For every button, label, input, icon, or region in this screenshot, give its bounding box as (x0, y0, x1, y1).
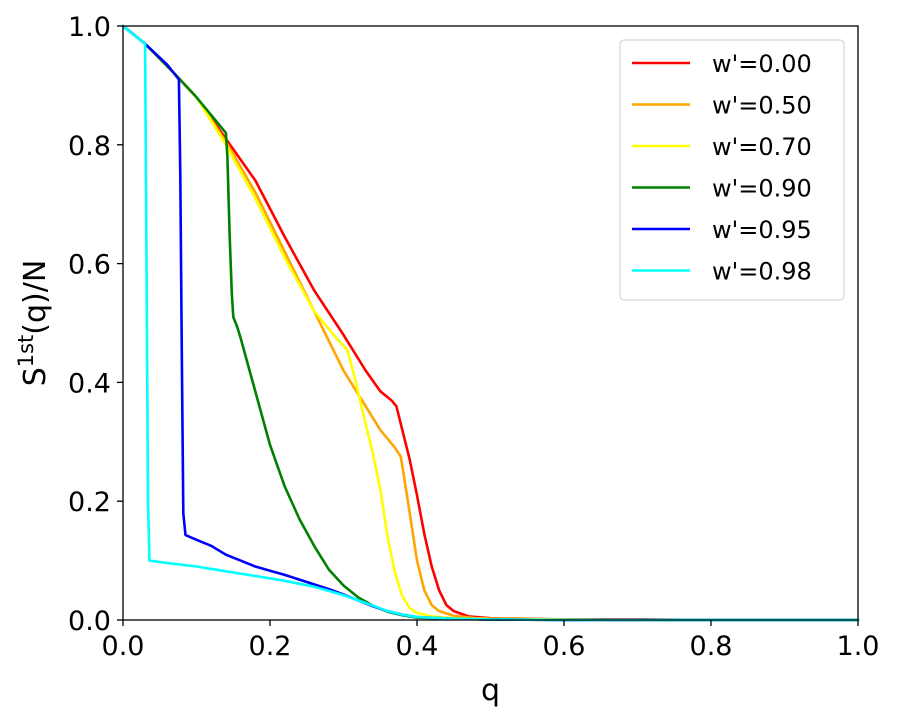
y-tick-label: 0.6 (68, 250, 111, 281)
y-tick-label: 0.2 (68, 487, 111, 518)
y-axis-label: S1st(q)/N (14, 260, 53, 387)
y-tick-label: 1.0 (68, 12, 111, 43)
plot-frame (122, 25, 859, 621)
legend: w'=0.00 w'=0.50 w'=0.70 w'=0.90 w'=0.95 w'=0.… (619, 39, 845, 301)
y-axis-label-main: S (18, 367, 53, 386)
y-tick-label: 0.4 (68, 368, 111, 399)
legend-label-3: w'=0.90 (712, 175, 812, 203)
legend-label-2: w'=0.70 (712, 133, 812, 161)
x-tick-label: 0.2 (249, 631, 292, 662)
x-axis-label: q (481, 673, 500, 708)
legend-label-0: w'=0.00 (712, 50, 812, 78)
y-tick-label: 0.0 (68, 606, 111, 637)
legend-label-4: w'=0.95 (712, 216, 812, 244)
y-tick-label: 0.8 (68, 131, 111, 162)
legend-label-1: w'=0.50 (712, 92, 812, 120)
x-tick-label: 0.0 (102, 631, 145, 662)
x-tick-label: 0.8 (690, 631, 733, 662)
x-tick-label: 0.6 (543, 631, 586, 662)
x-tick-label: 0.4 (396, 631, 439, 662)
x-tick-label: 1.0 (837, 631, 880, 662)
ticks-layer: 0.0 0.2 0.4 0.6 0.8 1.0 0.0 0.2 0.4 0.6 0.8 1.0 (68, 12, 879, 662)
y-axis-label-superscript: 1st (14, 335, 38, 368)
legend-label-5: w'=0.98 (712, 258, 812, 286)
y-axis-label-rest: (q)/N (18, 260, 53, 335)
